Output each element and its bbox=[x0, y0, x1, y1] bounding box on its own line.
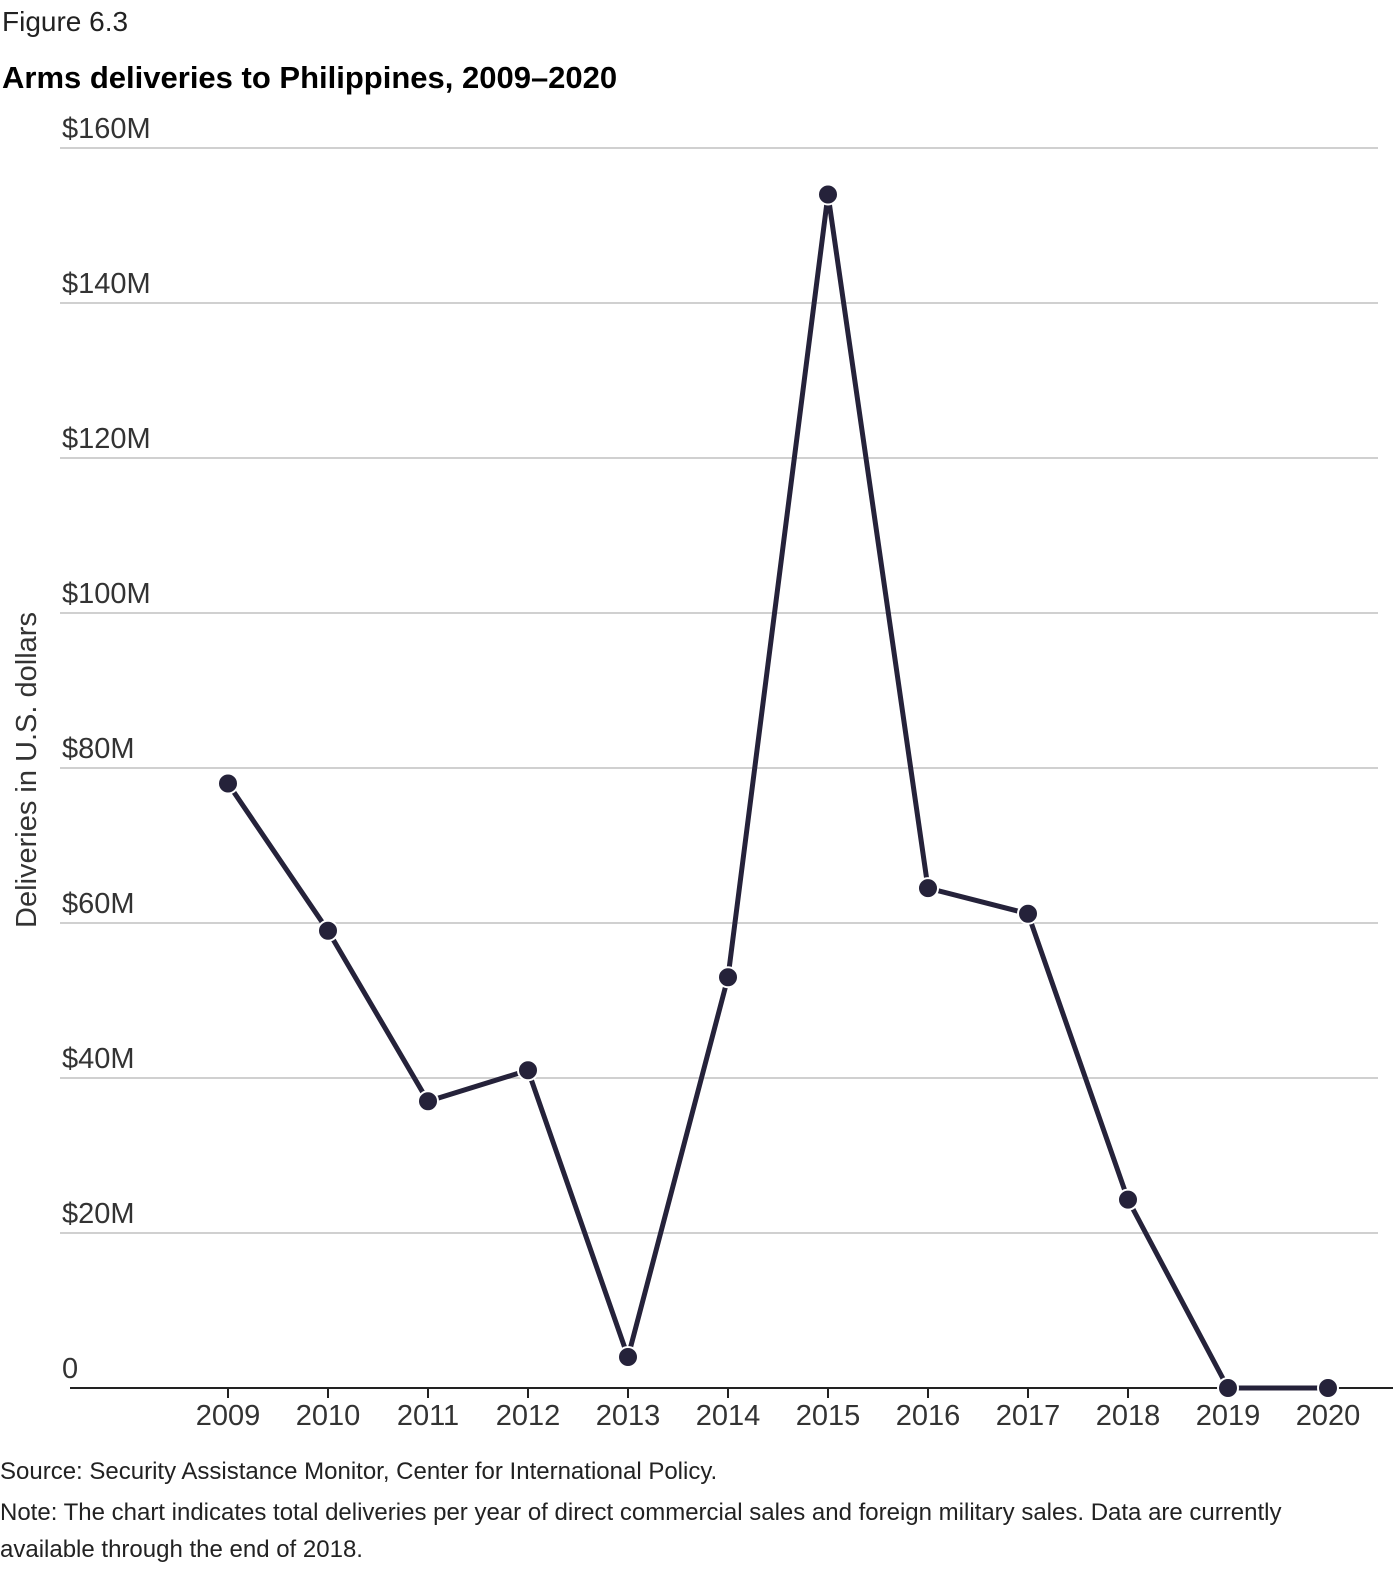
x-tick-label: 2015 bbox=[796, 1400, 861, 1432]
note: Note: The chart indicates total deliveri… bbox=[0, 1499, 1282, 1563]
line bbox=[225, 194, 1328, 1391]
y-tick-label: $40M bbox=[62, 1043, 135, 1075]
x-tick-label: 2013 bbox=[596, 1400, 661, 1432]
source: Source: Security Assistance Monitor, Cen… bbox=[0, 1458, 718, 1485]
y-tick-label: $100M bbox=[62, 578, 151, 610]
y-tick-label: $160M bbox=[62, 113, 151, 145]
x-tick-label: 2009 bbox=[196, 1400, 261, 1432]
y-tick-label: $80M bbox=[62, 733, 135, 765]
y-tick-label: $140M bbox=[62, 268, 151, 300]
y-tick-label: $120M bbox=[62, 423, 151, 455]
marker bbox=[217, 772, 239, 795]
x-tick-label: 2019 bbox=[1196, 1400, 1261, 1432]
marker bbox=[1317, 1377, 1339, 1399]
marker bbox=[317, 919, 339, 942]
x-tick-label: 2020 bbox=[1296, 1400, 1361, 1432]
figure-label: Figure 6.3 bbox=[2, 6, 129, 37]
y-tick-label: $60M bbox=[62, 888, 135, 920]
chart-title: Arms deliveries to Philippines, 2009–202… bbox=[2, 60, 618, 95]
marker bbox=[1117, 1188, 1139, 1211]
marker bbox=[1017, 902, 1039, 925]
marker bbox=[917, 877, 939, 900]
y-tick-label: 0 bbox=[62, 1353, 78, 1385]
x-tick-label: 2011 bbox=[397, 1400, 459, 1432]
y-axis-label: Deliveries in U.S. dollars bbox=[11, 612, 43, 928]
x-tick-label: 2014 bbox=[696, 1400, 761, 1432]
x-tick-label: 2018 bbox=[1096, 1400, 1161, 1432]
marker bbox=[1217, 1377, 1239, 1399]
marker bbox=[717, 966, 739, 989]
x-tick-label: 2012 bbox=[496, 1400, 561, 1432]
y-tick-label: $20M bbox=[62, 1198, 135, 1230]
chart: Deliveries in U.S. dollars 0 $20M $40M $60M… bbox=[11, 113, 1393, 1432]
marker bbox=[417, 1090, 439, 1113]
marker bbox=[617, 1346, 639, 1368]
marker bbox=[817, 183, 839, 206]
marker bbox=[517, 1059, 539, 1082]
x-tick-label: 2017 bbox=[996, 1400, 1061, 1432]
x-tick-label: 2016 bbox=[896, 1400, 961, 1432]
x-tick-label: 2010 bbox=[296, 1400, 361, 1432]
